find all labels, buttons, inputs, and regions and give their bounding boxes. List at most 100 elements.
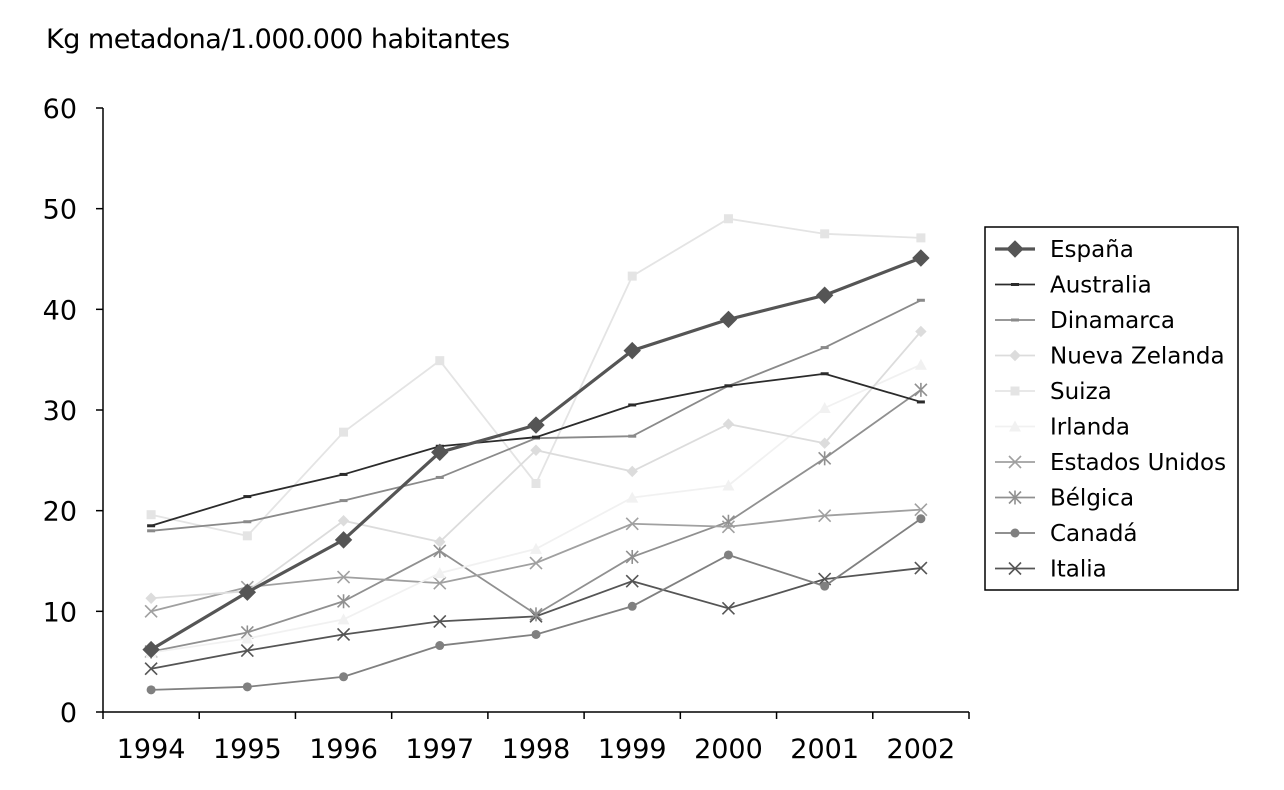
legend-item-dinamarca: Dinamarca [995, 308, 1175, 334]
data-point-belgica [914, 382, 928, 397]
x-tick-label: 1998 [502, 734, 571, 765]
data-point-suiza [242, 531, 252, 541]
data-point-nueva-zelanda [337, 515, 350, 527]
data-point-canada [627, 601, 637, 611]
data-point-irlanda [722, 479, 735, 491]
data-point-estados-unidos [529, 556, 543, 570]
data-point-suiza [339, 427, 349, 437]
data-point-dinamarca [916, 298, 925, 302]
legend-swatch-marker [1008, 490, 1022, 505]
legend-label: Suiza [1050, 379, 1112, 405]
data-point-dinamarca [147, 529, 156, 533]
y-axis-title: Kg metadona/1.000.000 habitantes [46, 24, 510, 55]
y-tick-label: 60 [43, 94, 77, 125]
data-point-dinamarca [243, 520, 252, 524]
data-point-suiza [627, 271, 637, 281]
data-point-canada [916, 514, 926, 524]
data-point-belgica [529, 607, 543, 622]
series-lines [142, 214, 930, 695]
data-point-espana [238, 583, 257, 601]
data-point-irlanda [530, 542, 542, 554]
y-tick-label: 50 [43, 195, 77, 226]
legend-swatch-marker [1006, 240, 1024, 258]
data-point-estados-unidos [721, 520, 736, 534]
data-point-canada [146, 685, 156, 695]
legend-swatch-marker [1010, 386, 1020, 396]
data-point-canada [339, 672, 349, 682]
data-point-italia [721, 601, 736, 615]
legend: España Australia Dinamarca Nueva Zelanda Sui… [984, 226, 1239, 591]
x-tick-label: 1995 [213, 734, 282, 765]
data-point-belgica [625, 549, 639, 564]
data-point-australia [916, 400, 925, 404]
data-point-estados-unidos [433, 576, 447, 590]
data-point-dinamarca [435, 475, 444, 479]
series-suiza [146, 214, 926, 541]
data-point-nueva-zelanda [530, 444, 542, 456]
x-tick-label: 1996 [309, 734, 378, 765]
x-tick-label: 2002 [887, 734, 956, 765]
data-point-espana [815, 286, 834, 304]
series-line-dinamarca [151, 299, 922, 532]
legend-swatch-marker [1008, 561, 1022, 576]
data-point-espana [912, 249, 930, 267]
x-tick-label: 2001 [790, 734, 859, 765]
legend-item-espana: España [995, 237, 1134, 263]
legend-swatch-marker [1009, 420, 1021, 432]
data-point-estados-unidos [625, 517, 639, 531]
series-line-estados-unidos [150, 508, 921, 613]
data-point-espana [527, 416, 545, 434]
legend-label: Dinamarca [1050, 308, 1175, 334]
data-point-nueva-zelanda [915, 325, 927, 338]
data-point-nueva-zelanda [818, 437, 831, 449]
legend-label: Nueva Zelanda [1050, 344, 1225, 370]
y-tick-label: 30 [43, 396, 77, 427]
legend-label: Australia [1050, 273, 1152, 299]
data-point-suiza [916, 233, 926, 243]
data-point-irlanda [337, 613, 350, 625]
legend-label: España [1050, 237, 1134, 263]
legend-item-italia: Italia [995, 557, 1107, 583]
legend-swatch-marker [1010, 528, 1020, 538]
data-point-espana [334, 531, 353, 549]
series-line-suiza [150, 217, 921, 537]
data-point-espana [142, 640, 160, 659]
legend-label: Canadá [1050, 521, 1138, 547]
data-point-italia [336, 627, 351, 642]
legend-label: Irlanda [1050, 415, 1130, 441]
legend-item-suiza: Suiza [995, 379, 1112, 405]
series-canada [146, 514, 926, 695]
data-point-espana [623, 341, 641, 360]
data-point-nueva-zelanda [434, 536, 446, 548]
legend-box [984, 226, 1239, 591]
legend-label: Estados Unidos [1050, 450, 1226, 476]
data-point-suiza [723, 214, 733, 224]
data-point-canada [435, 641, 445, 651]
y-tick-label: 10 [43, 597, 77, 628]
data-point-italia [433, 614, 447, 628]
data-point-belgica [818, 451, 832, 466]
legend-item-irlanda: Irlanda [995, 415, 1130, 441]
data-point-italia [144, 662, 158, 676]
x-tick-label: 2000 [694, 734, 763, 765]
y-tick-label: 0 [60, 698, 77, 729]
data-point-canada [820, 581, 830, 591]
data-point-irlanda [914, 358, 927, 370]
series-line-nueva-zelanda [151, 330, 922, 600]
data-point-belgica [336, 594, 351, 609]
data-point-irlanda [241, 632, 254, 644]
data-point-suiza [820, 229, 830, 239]
y-tick-label: 40 [43, 295, 77, 326]
data-point-estados-unidos [336, 570, 351, 584]
data-point-italia [625, 574, 639, 588]
data-point-dinamarca [820, 346, 829, 350]
data-point-suiza [531, 478, 541, 488]
legend-swatch-marker [1011, 283, 1019, 286]
data-point-canada [723, 550, 733, 560]
data-point-australia [147, 524, 156, 528]
data-point-canada [242, 682, 252, 692]
data-point-australia [243, 495, 252, 499]
series-nueva-zelanda [145, 325, 927, 604]
data-point-irlanda [433, 567, 446, 579]
